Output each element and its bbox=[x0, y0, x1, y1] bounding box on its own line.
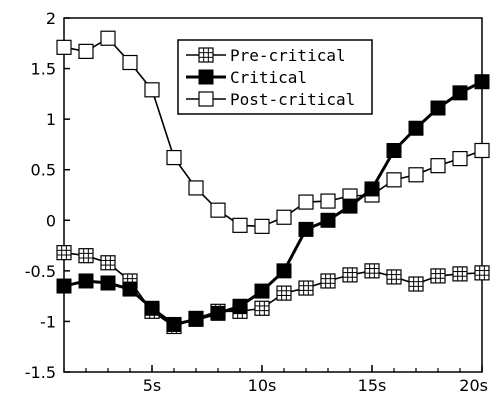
data-point bbox=[430, 268, 446, 284]
data-point bbox=[452, 266, 468, 282]
y-tick-label: 0.5 bbox=[31, 161, 56, 180]
series-layer bbox=[56, 30, 490, 335]
y-tick-label: -0.5 bbox=[25, 262, 56, 281]
data-point bbox=[254, 218, 270, 234]
data-point bbox=[56, 39, 72, 55]
data-point bbox=[342, 198, 358, 214]
data-point bbox=[408, 167, 424, 183]
data-point bbox=[364, 181, 380, 197]
data-point bbox=[320, 193, 336, 209]
legend-marker bbox=[198, 47, 214, 63]
x-tick-label: 15s bbox=[358, 376, 387, 395]
data-point bbox=[386, 142, 402, 158]
plot-frame bbox=[63, 17, 483, 373]
legend-item: Pre-critical bbox=[186, 46, 346, 65]
y-tick-label: 1 bbox=[46, 110, 56, 129]
data-point bbox=[232, 298, 248, 314]
data-point bbox=[210, 305, 226, 321]
data-point bbox=[100, 255, 116, 271]
x-tick-label: 5s bbox=[143, 376, 162, 395]
data-point bbox=[144, 300, 160, 316]
data-point bbox=[364, 263, 380, 279]
data-point bbox=[298, 280, 314, 296]
data-point bbox=[408, 120, 424, 136]
data-point bbox=[188, 180, 204, 196]
data-point bbox=[298, 221, 314, 237]
data-point bbox=[320, 273, 336, 289]
data-point bbox=[210, 202, 226, 218]
legend-marker bbox=[198, 69, 214, 85]
data-point bbox=[166, 316, 182, 332]
series-post-critical bbox=[56, 30, 490, 234]
data-point bbox=[100, 275, 116, 291]
x-tick-label: 10s bbox=[248, 376, 277, 395]
data-point bbox=[452, 150, 468, 167]
data-point bbox=[276, 285, 292, 301]
data-point bbox=[254, 300, 270, 316]
y-tick-label: 0 bbox=[46, 211, 56, 230]
legend-marker bbox=[198, 91, 214, 107]
data-point bbox=[122, 54, 138, 71]
data-point bbox=[474, 142, 490, 159]
legend-label: Critical bbox=[230, 68, 307, 87]
data-point bbox=[122, 281, 138, 297]
data-point bbox=[56, 278, 72, 294]
data-point bbox=[276, 263, 292, 279]
series-pre-critical bbox=[56, 245, 490, 335]
data-point bbox=[232, 217, 248, 233]
legend: Pre-critical Critical Post-critical bbox=[177, 39, 373, 115]
data-point bbox=[386, 269, 402, 285]
legend-label: Pre-critical bbox=[230, 46, 346, 65]
data-point bbox=[78, 273, 94, 289]
legend-label: Post-critical bbox=[230, 90, 355, 109]
data-point bbox=[78, 43, 94, 59]
legend-item: Critical bbox=[186, 68, 307, 87]
data-point bbox=[408, 276, 424, 292]
data-point bbox=[430, 158, 446, 174]
data-point bbox=[188, 311, 204, 327]
x-axis: 5s 10s 15s 20s bbox=[63, 365, 488, 395]
data-point bbox=[298, 194, 314, 210]
data-point bbox=[144, 82, 160, 98]
data-point bbox=[474, 265, 490, 281]
data-point bbox=[276, 209, 292, 225]
y-tick-label: 2 bbox=[46, 9, 56, 28]
y-tick-label: 1.5 bbox=[31, 60, 56, 79]
data-point bbox=[100, 30, 116, 46]
data-point bbox=[342, 267, 358, 283]
legend-item: Post-critical bbox=[186, 90, 355, 109]
data-point bbox=[78, 248, 94, 264]
data-point bbox=[320, 212, 336, 228]
y-tick-label: -1 bbox=[40, 312, 56, 331]
data-point bbox=[56, 245, 72, 261]
y-axis: 2 1.5 1 0.5 0 -0.5 -1 -1.5 bbox=[25, 9, 70, 382]
data-point bbox=[452, 85, 468, 101]
series-critical bbox=[56, 74, 490, 332]
data-point bbox=[166, 149, 182, 166]
y-tick-label: -1.5 bbox=[25, 363, 56, 382]
data-point bbox=[430, 100, 446, 116]
data-point bbox=[254, 283, 270, 299]
data-point bbox=[386, 172, 402, 188]
data-point bbox=[474, 74, 490, 90]
x-tick-label: 20s bbox=[459, 376, 488, 395]
